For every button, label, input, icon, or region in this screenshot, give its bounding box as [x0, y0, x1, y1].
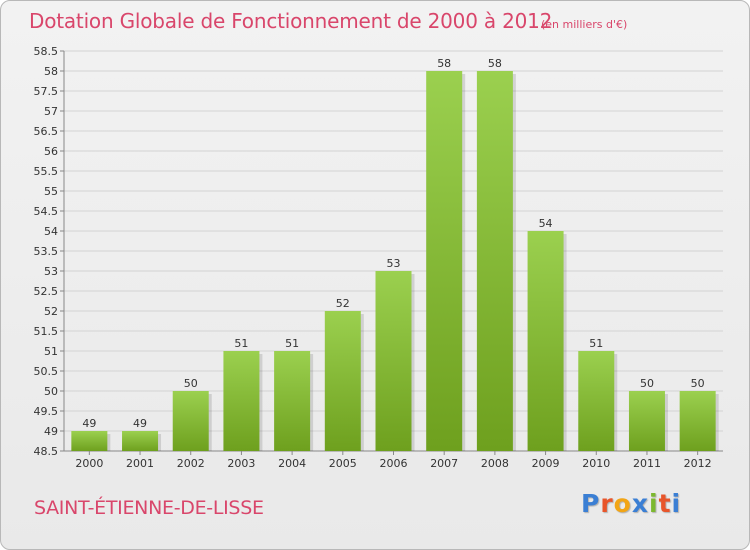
logo-letter: r [600, 489, 614, 518]
data-label: 51 [589, 337, 603, 350]
x-tick-label: 2011 [633, 457, 661, 470]
data-label: 58 [437, 57, 451, 70]
y-tick-label: 52 [44, 305, 58, 318]
bar [578, 351, 615, 451]
data-labels: 49 49 50 51 51 52 53 58 58 54 51 50 50 [82, 57, 704, 430]
data-label: 52 [336, 297, 350, 310]
x-tick-label: 2003 [227, 457, 255, 470]
y-tick-label: 55 [44, 185, 58, 198]
logo-letter: t [658, 489, 672, 518]
data-label: 53 [387, 257, 401, 270]
bar [71, 431, 108, 451]
data-label: 50 [691, 377, 705, 390]
x-tick-label: 2001 [126, 457, 154, 470]
x-tick-label: 2010 [582, 457, 610, 470]
bar [628, 391, 665, 451]
bar [527, 231, 564, 451]
proxiti-logo: Proxiti [581, 489, 681, 518]
y-tick-label: 56.5 [34, 125, 59, 138]
y-tick-label: 55.5 [34, 165, 59, 178]
data-label: 49 [82, 417, 96, 430]
bar [476, 71, 513, 451]
chart-title: Dotation Globale de Fonctionnement de 20… [29, 9, 553, 33]
data-label: 51 [234, 337, 248, 350]
y-tick-label: 57 [44, 105, 58, 118]
y-tick-label: 49 [44, 425, 58, 438]
x-tick-label: 2005 [329, 457, 357, 470]
x-tick-label: 2004 [278, 457, 306, 470]
y-tick-label: 58.5 [34, 45, 59, 58]
x-tick-label: 2009 [532, 457, 560, 470]
bars [71, 71, 719, 451]
y-tick-label: 52.5 [34, 285, 59, 298]
logo-letter: P [581, 489, 601, 518]
data-label: 54 [539, 217, 553, 230]
x-tick-label: 2002 [177, 457, 205, 470]
x-tick-label: 2006 [380, 457, 408, 470]
y-tick-label: 48.5 [34, 445, 59, 458]
y-tick-label: 50.5 [34, 365, 59, 378]
unit-label: (en milliers d'€) [541, 18, 628, 31]
bar [122, 431, 159, 451]
y-tick-label: 54 [44, 225, 58, 238]
data-label: 50 [640, 377, 654, 390]
bar [375, 271, 412, 451]
y-tick-label: 49.5 [34, 405, 59, 418]
commune-name: SAINT-ÉTIENNE-DE-LISSE [34, 497, 264, 519]
data-label: 49 [133, 417, 147, 430]
bar [223, 351, 260, 451]
logo-letter: x [631, 489, 649, 518]
data-label: 50 [184, 377, 198, 390]
y-tick-label: 53 [44, 265, 58, 278]
bar [679, 391, 716, 451]
x-tick-label: 2000 [75, 457, 103, 470]
logo-letter: i [649, 489, 659, 518]
y-tick-label: 51.5 [34, 325, 59, 338]
x-tick-label: 2007 [430, 457, 458, 470]
bar [324, 311, 361, 451]
logo-letter: i [671, 489, 682, 518]
data-label: 58 [488, 57, 502, 70]
y-tick-label: 57.5 [34, 85, 59, 98]
y-tick-label: 53.5 [34, 245, 59, 258]
x-tick-label: 2012 [684, 457, 712, 470]
bar [274, 351, 311, 451]
y-tick-label: 56 [44, 145, 58, 158]
bar [172, 391, 209, 451]
y-tick-label: 51 [44, 345, 58, 358]
y-tick-label: 58 [44, 65, 58, 78]
data-label: 51 [285, 337, 299, 350]
bar [426, 71, 463, 451]
y-tick-label: 54.5 [34, 205, 59, 218]
y-tick-label: 50 [44, 385, 58, 398]
x-tick-label: 2008 [481, 457, 509, 470]
logo-letter: o [613, 489, 632, 518]
